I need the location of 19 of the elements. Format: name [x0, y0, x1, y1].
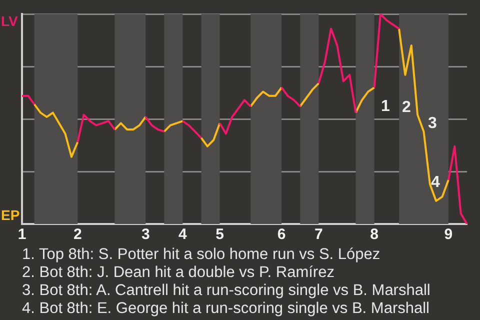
text: 1. Top 8th: S. Potter hit a solo home run vs S. López — [22, 246, 382, 264]
annotation: 2 — [402, 99, 411, 116]
text: EP — [1, 206, 20, 223]
text: LV — [1, 12, 19, 29]
x-tick-label: 1 — [18, 226, 26, 244]
annotation: 4 — [431, 174, 440, 191]
x-tick-label: 8 — [370, 226, 378, 244]
x-tick-label: 2 — [73, 226, 82, 244]
x-tick-label: 6 — [277, 226, 286, 244]
text: 3. Bot 8th: A. Cantrell hit a run-scoring single vs B. Marshall — [22, 282, 432, 300]
annotation: 1 — [381, 98, 390, 115]
x-tick-label: 5 — [216, 226, 224, 244]
text: 2. Bot 8th: J. Dean hit a double vs P. Ramírez — [22, 264, 336, 282]
text: 4. Bot 8th: E. George hit a run-scoring single vs B. Marshall — [22, 300, 430, 318]
x-tick-label: 9 — [444, 226, 453, 244]
annotation: 3 — [428, 115, 437, 132]
x-tick-label: 4 — [178, 226, 188, 244]
x-tick-label: 3 — [141, 226, 150, 244]
x-tick-label: 7 — [314, 226, 323, 244]
